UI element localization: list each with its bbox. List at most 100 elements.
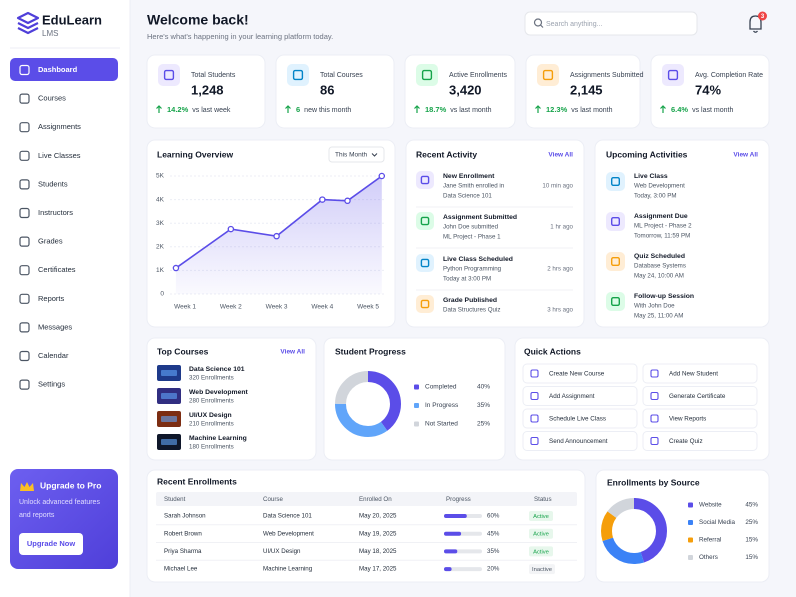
upcoming-detail: With John Doe: [634, 303, 675, 310]
activity-detail: ML Project - Phase 1: [443, 234, 501, 241]
legend-swatch: [688, 555, 693, 560]
nav-item[interactable]: Courses: [38, 94, 66, 103]
period-dropdown[interactable]: [328, 146, 385, 163]
bell-icon[interactable]: [749, 15, 762, 33]
x-tick-label: Week 1: [174, 304, 196, 311]
nav-icon: [19, 64, 30, 76]
upcoming-icon: [606, 252, 625, 271]
nav-item[interactable]: Dashboard: [38, 65, 78, 74]
action-label[interactable]: View Reports: [669, 416, 706, 423]
progress-fill: [444, 514, 467, 518]
nav-item[interactable]: Students: [38, 179, 68, 188]
action-icon: [530, 414, 539, 423]
status-label: Active: [533, 549, 549, 555]
nav-item[interactable]: Calendar: [38, 351, 69, 360]
action-label[interactable]: Schedule Live Class: [549, 416, 606, 423]
stat-icon-glyph: [667, 69, 679, 81]
stat-note: vs last month: [692, 107, 733, 114]
y-tick-label: 0: [160, 291, 164, 298]
nav-icon: [19, 293, 30, 304]
legend-value: 35%: [477, 402, 490, 409]
action-label[interactable]: Create Quiz: [669, 438, 703, 445]
column-header: Progress: [446, 496, 471, 503]
action-button[interactable]: [642, 386, 758, 406]
legend-swatch: [688, 502, 693, 508]
stat-label: Total Courses: [320, 72, 363, 79]
action-button[interactable]: [642, 363, 758, 384]
upcoming-card: [594, 139, 770, 328]
nav-item[interactable]: Grades: [38, 237, 63, 246]
stat-note: vs last week: [192, 107, 231, 114]
action-button[interactable]: [522, 386, 638, 406]
view-all-link[interactable]: View All: [548, 152, 573, 159]
action-icon: [530, 391, 539, 401]
stat-icon: [158, 64, 180, 86]
search-box[interactable]: [524, 11, 698, 36]
view-all-link[interactable]: View All: [733, 152, 758, 159]
action-button[interactable]: [642, 408, 758, 429]
recent-activity-card: [405, 139, 585, 328]
upgrade-button-label[interactable]: Upgrade Now: [27, 539, 76, 548]
nav-item[interactable]: Reports: [38, 294, 65, 303]
view-all-link[interactable]: View All: [280, 349, 305, 356]
activity-detail: Python Programming: [443, 266, 502, 273]
action-button[interactable]: [522, 363, 638, 384]
nav-active[interactable]: [10, 58, 118, 81]
action-button[interactable]: [522, 431, 638, 451]
badge-count: 3: [761, 14, 765, 20]
action-label[interactable]: Create New Course: [549, 371, 605, 378]
stat-note: vs last month: [450, 107, 491, 114]
stat-icon-glyph: [163, 69, 175, 81]
activity-detail: Data Science 101: [443, 193, 492, 200]
nav-item[interactable]: Settings: [38, 380, 65, 389]
upcoming-title: Assignment Due: [634, 213, 688, 220]
activity-time: 2 hrs ago: [547, 266, 573, 273]
action-button[interactable]: [642, 431, 758, 451]
stat-icon: [537, 64, 559, 86]
legend-value: 40%: [477, 384, 490, 391]
legend-label: Social Media: [699, 519, 736, 526]
action-label[interactable]: Generate Certificate: [669, 393, 726, 400]
card-title: Upcoming Activities: [606, 149, 688, 159]
nav-item[interactable]: Assignments: [38, 122, 81, 131]
upgrade-button[interactable]: [19, 533, 83, 555]
activity-icon: [416, 171, 434, 189]
period-label[interactable]: This Month: [335, 152, 368, 159]
nav-icon: [19, 236, 30, 247]
activity-icon: [416, 212, 434, 230]
action-icon: [650, 436, 659, 446]
donut-segment: [335, 371, 401, 437]
cell-course: Machine Learning: [263, 566, 313, 573]
stat-trend: 6.4%: [671, 105, 688, 114]
nav-item[interactable]: Messages: [38, 322, 72, 331]
chevron: [371, 153, 378, 157]
stat-value: 3,420: [449, 82, 482, 97]
stat-value: 86: [320, 82, 334, 97]
legend-label: Not Started: [425, 421, 458, 428]
action-label[interactable]: Add Assignment: [549, 393, 595, 400]
nav-item[interactable]: Instructors: [38, 208, 73, 217]
trend-arrow: [156, 105, 162, 113]
column-header: Enrolled On: [359, 496, 392, 503]
status-label: Inactive: [532, 567, 552, 573]
cell-date: May 19, 2025: [359, 530, 397, 537]
nav-item[interactable]: Certificates: [38, 265, 76, 274]
legend-swatch: [414, 421, 419, 427]
action-button[interactable]: [522, 408, 638, 429]
stat-trend: 6: [296, 105, 300, 114]
course-enrollments: 210 Enrollments: [189, 421, 234, 428]
donut-segment: [601, 498, 667, 564]
upcoming-title: Quiz Scheduled: [634, 253, 685, 260]
stat-label: Active Enrollments: [449, 72, 507, 79]
legend-value: 15%: [745, 537, 758, 544]
y-tick-label: 1K: [156, 267, 165, 274]
line: [175, 175, 383, 269]
nav-icon: [19, 265, 30, 276]
action-label[interactable]: Send Announcement: [549, 438, 608, 445]
nav-item[interactable]: Live Classes: [38, 151, 81, 160]
action-label[interactable]: Add New Student: [669, 371, 718, 378]
nav-icon: [19, 322, 30, 333]
upcoming-icon: [606, 172, 625, 191]
trend-arrow: [414, 105, 420, 113]
